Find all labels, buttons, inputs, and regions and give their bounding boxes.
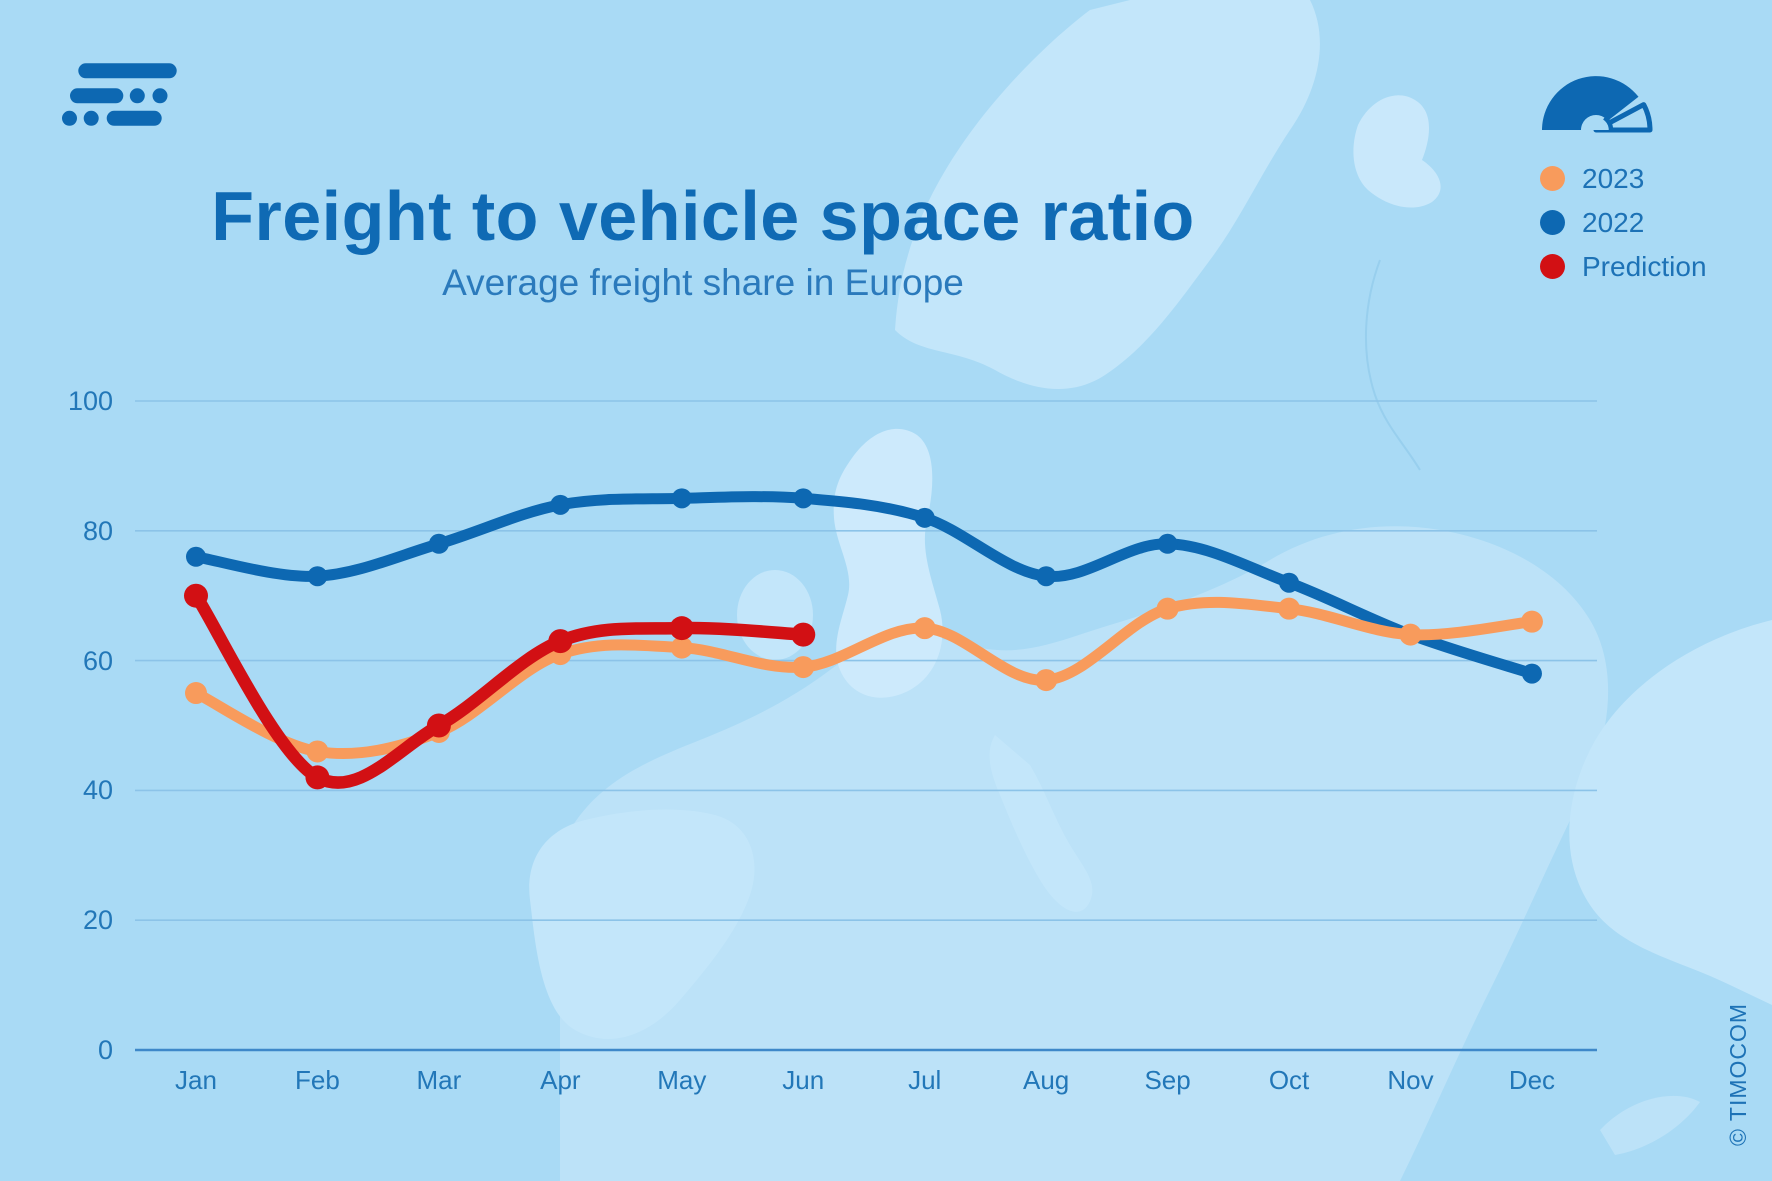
y-axis-tick-label: 100 xyxy=(67,386,113,416)
y-axis-tick-label: 0 xyxy=(97,1035,113,1065)
page-title: Freight to vehicle space ratio xyxy=(211,177,1195,255)
timocom-logo-icon xyxy=(62,63,177,126)
legend-dot-2023 xyxy=(1540,166,1565,191)
data-point xyxy=(306,740,329,763)
map-landmasses xyxy=(529,0,1772,1181)
legend-label-2023: 2023 xyxy=(1582,163,1645,194)
legend-item-2023: 2023 xyxy=(1540,163,1707,194)
data-point xyxy=(671,488,692,509)
data-point xyxy=(185,682,207,705)
x-axis-label: Sep xyxy=(1144,1065,1191,1095)
y-axis-tick-label: 60 xyxy=(82,645,113,676)
data-point xyxy=(1521,663,1542,684)
data-point xyxy=(791,622,816,647)
data-point xyxy=(1279,572,1300,593)
data-point xyxy=(669,616,694,641)
page-subtitle: Average freight share in Europe xyxy=(442,262,964,303)
data-point xyxy=(550,494,571,515)
data-point xyxy=(428,533,449,554)
y-axis-tick-label: 20 xyxy=(82,905,113,936)
x-axis-label: Feb xyxy=(295,1065,340,1095)
legend-label-prediction: Prediction xyxy=(1582,251,1707,282)
gauge-icon xyxy=(1542,76,1653,133)
data-point xyxy=(426,713,451,738)
logo-shapes xyxy=(62,63,177,126)
data-point xyxy=(307,566,328,587)
x-axis-label: Aug xyxy=(1023,1065,1070,1095)
x-axis-label: Jun xyxy=(782,1065,825,1095)
y-axis-tick-label: 80 xyxy=(82,515,113,546)
data-point xyxy=(184,583,208,608)
data-point xyxy=(670,636,693,659)
x-axis-label: Apr xyxy=(540,1065,581,1095)
data-point xyxy=(1520,610,1543,633)
legend-dot-prediction xyxy=(1540,254,1565,279)
series-2022 xyxy=(186,488,1542,684)
data-point xyxy=(792,656,815,679)
x-axis-label: Oct xyxy=(1268,1065,1310,1095)
x-axis-label: Dec xyxy=(1508,1065,1556,1095)
legend-item-2022: 2022 xyxy=(1540,207,1707,238)
legend-dot-2022 xyxy=(1540,210,1565,235)
data-point xyxy=(1036,566,1057,587)
x-axis-label: Nov xyxy=(1387,1065,1434,1095)
x-axis-label: May xyxy=(657,1065,707,1095)
data-point xyxy=(1156,597,1179,620)
data-point xyxy=(1035,669,1058,692)
x-axis-label: Jul xyxy=(908,1065,942,1095)
y-axis-tick-label: 40 xyxy=(82,775,113,806)
data-point xyxy=(186,546,206,567)
copyright-watermark: © TIMOCOM xyxy=(1725,1002,1751,1146)
series-line xyxy=(190,596,1538,759)
legend-item-prediction: Prediction xyxy=(1540,251,1707,282)
data-point xyxy=(793,488,814,509)
data-point xyxy=(548,629,573,654)
series-2023 xyxy=(185,596,1543,763)
series-prediction xyxy=(184,583,816,790)
chart-series xyxy=(184,488,1543,790)
x-axis-label: Jan xyxy=(175,1065,217,1095)
data-point xyxy=(1399,623,1422,646)
legend-label-2022: 2022 xyxy=(1582,207,1645,238)
data-point xyxy=(913,617,936,640)
series-line xyxy=(190,491,1538,680)
data-point xyxy=(1278,597,1301,620)
gridlines xyxy=(135,400,1597,1052)
data-point xyxy=(305,765,330,790)
data-point xyxy=(1157,533,1178,554)
chart-legend: 2023 2022 Prediction xyxy=(1540,163,1707,282)
x-axis-label: Mar xyxy=(416,1065,462,1095)
data-point xyxy=(914,507,935,528)
